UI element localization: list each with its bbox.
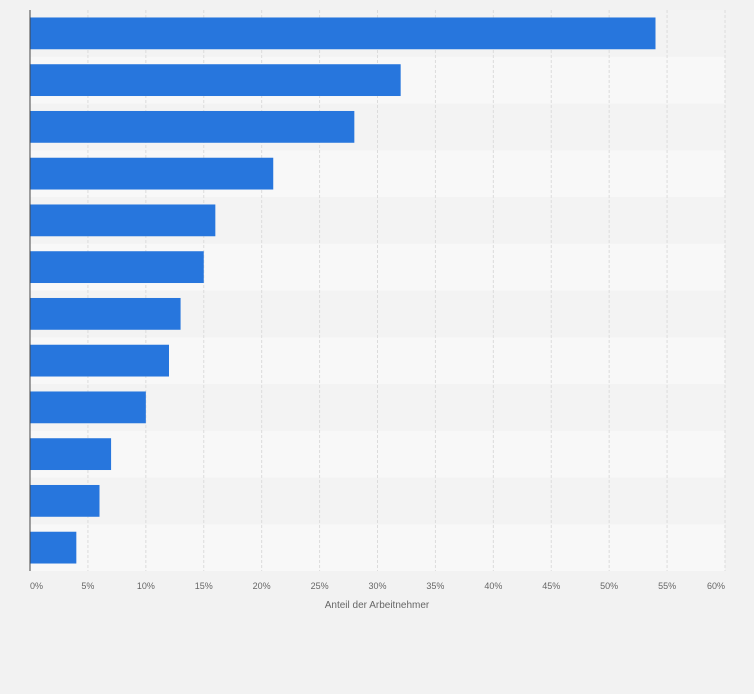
bar[interactable] <box>30 297 181 330</box>
x-tick-label: 55% <box>658 581 676 591</box>
x-tick-label: 40% <box>484 581 502 591</box>
x-tick-label: 45% <box>542 581 560 591</box>
x-tick-labels: 0% 5% 10% 15% 20% 25% 30% 35% 40% 45% 50% 55% 60% <box>30 581 725 591</box>
bar[interactable] <box>30 251 204 284</box>
bar[interactable] <box>30 17 656 50</box>
x-tick-label: 10% <box>137 581 155 591</box>
x-tick-label: 35% <box>426 581 444 591</box>
bar[interactable] <box>30 110 355 143</box>
x-tick-label: 5% <box>81 581 94 591</box>
x-tick-label: 25% <box>311 581 329 591</box>
x-tick-label: 50% <box>600 581 618 591</box>
bar[interactable] <box>30 484 100 517</box>
bar[interactable] <box>30 204 216 237</box>
bar[interactable] <box>30 531 77 564</box>
x-tick-label: 15% <box>195 581 213 591</box>
x-tick-label: 60% <box>707 581 725 591</box>
x-tick-label: 0% <box>30 581 43 591</box>
bar[interactable] <box>30 157 274 190</box>
bar[interactable] <box>30 64 401 97</box>
x-tick-label: 30% <box>368 581 386 591</box>
gridlines <box>87 10 726 571</box>
row-band <box>30 430 725 478</box>
x-axis-title: Anteil der Arbeitnehmer <box>325 600 430 611</box>
bar[interactable] <box>30 438 112 471</box>
bars <box>30 17 656 564</box>
bar[interactable] <box>30 344 169 377</box>
bar[interactable] <box>30 391 146 424</box>
x-tick-label: 20% <box>253 581 271 591</box>
